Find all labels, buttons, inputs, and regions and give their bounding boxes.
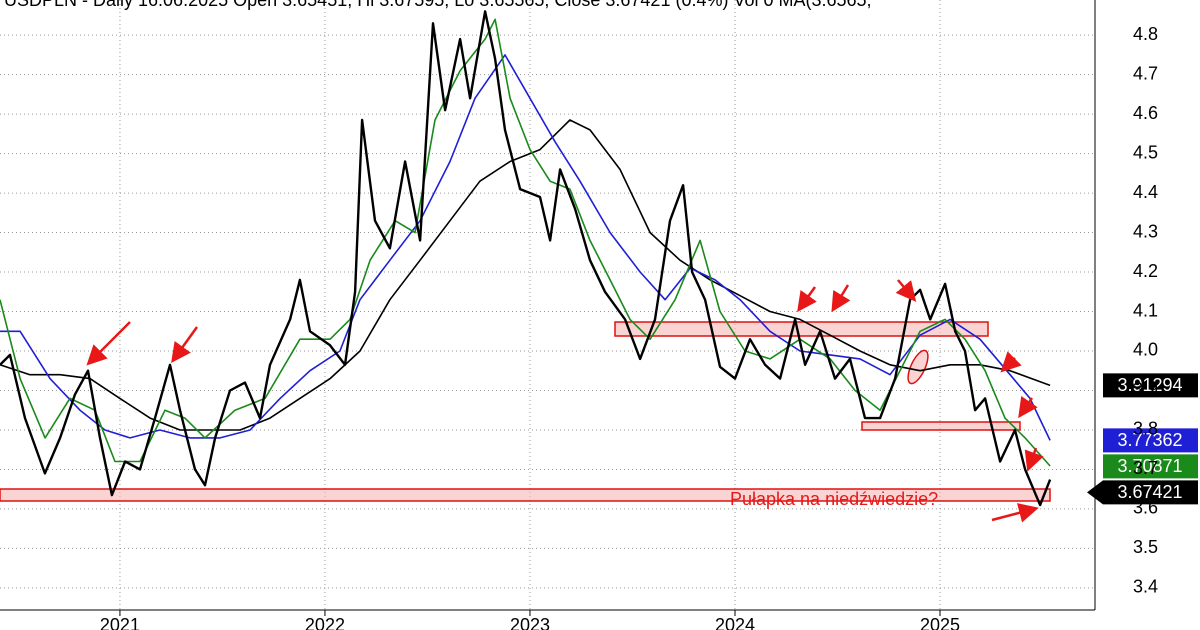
last-value-label: 3.67421 [1117, 482, 1182, 502]
y-tick-label: 4.8 [1133, 24, 1158, 44]
y-tick-label: 3.8 [1133, 419, 1158, 439]
zones [0, 321, 1051, 502]
last-value-label: 3.91294 [1117, 375, 1182, 395]
x-tick-label: 2023 [510, 615, 550, 630]
support-zone [0, 488, 1051, 502]
last-value-box [1103, 454, 1198, 479]
arrow [831, 284, 851, 313]
y-tick-label: 4.2 [1133, 261, 1158, 281]
arrow [1018, 395, 1038, 419]
last-value-label: 3.70871 [1117, 456, 1182, 476]
arrow [171, 326, 199, 364]
y-tick-label: 3.7 [1133, 458, 1158, 478]
y-tick-label: 3.6 [1133, 498, 1158, 518]
arrows [86, 279, 1044, 523]
y-tick-label: 3.5 [1133, 537, 1158, 557]
price-line [0, 54, 1051, 441]
arrow [895, 279, 917, 302]
y-tick-label: 4.6 [1133, 103, 1158, 123]
last-value-box [1103, 428, 1198, 453]
annotation: Pułapka na niedźwiedzie? [730, 489, 938, 509]
x-tick-label: 2021 [100, 615, 140, 630]
support-zone [614, 321, 989, 337]
arrow [797, 286, 817, 313]
x-tick-label: 2024 [715, 615, 755, 630]
arrow [86, 321, 131, 366]
y-tick-label: 4.7 [1133, 63, 1158, 83]
price-line [0, 18, 1051, 467]
y-tick-label: 3.4 [1133, 577, 1158, 597]
lines [0, 10, 1052, 507]
grid [0, 0, 1095, 610]
y-tick-label: 4.5 [1133, 142, 1158, 162]
price-line [0, 10, 1052, 507]
support-zone [861, 421, 1021, 431]
x-tick-label: 2025 [920, 615, 960, 630]
last-value-box [1087, 480, 1198, 505]
y-tick-label: 4.4 [1133, 182, 1158, 202]
last-value-box [1103, 373, 1198, 398]
y-tick-label: 4.0 [1133, 340, 1158, 360]
last-value-labels: 3.91294 3.77362 3.70871 3.67421 [1087, 373, 1198, 505]
price-line [0, 119, 1051, 431]
x-tick-label: 2022 [305, 615, 345, 630]
y-tick-label: 4.3 [1133, 221, 1158, 241]
last-value-label: 3.77362 [1117, 430, 1182, 450]
chart-title: USDPLN - Daily 16.06.2025 Open 3.65451, … [4, 0, 872, 10]
y-tick-label: 3.9 [1133, 379, 1158, 399]
arrow [991, 503, 1039, 523]
arrow [1000, 351, 1022, 373]
y-tick-label: 4.1 [1133, 300, 1158, 320]
arrow [1024, 447, 1044, 472]
